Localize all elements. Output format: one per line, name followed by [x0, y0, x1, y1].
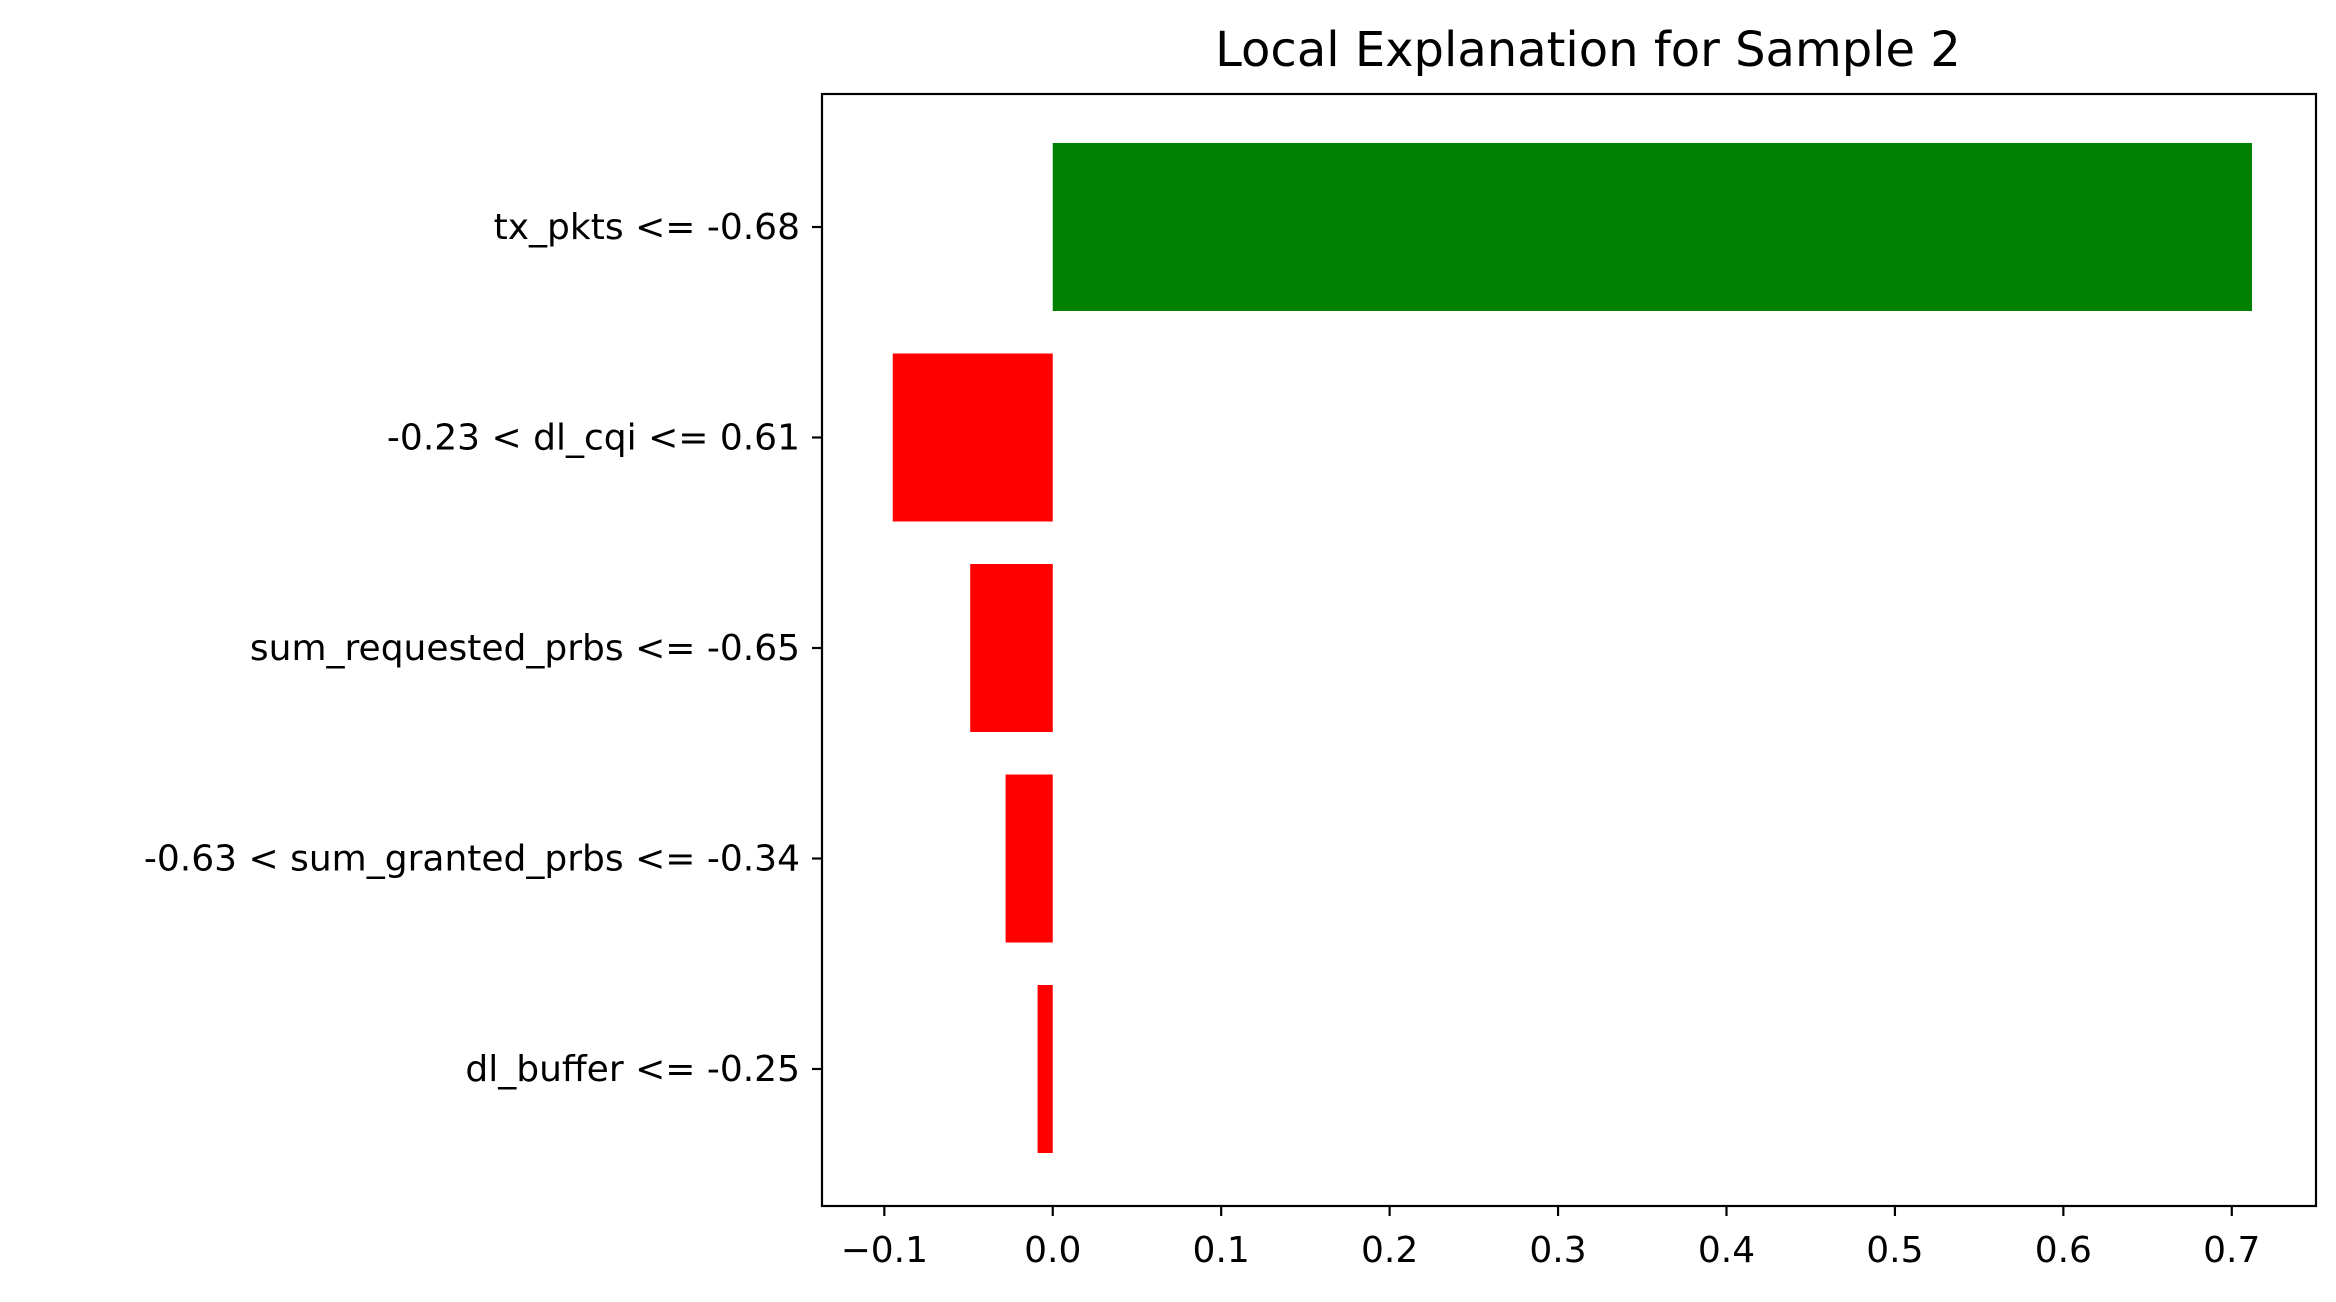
bar-4 — [1037, 985, 1053, 1153]
x-tick-label-8: 0.7 — [2203, 1230, 2260, 1271]
x-tick-label-1: 0.0 — [1024, 1230, 1081, 1271]
y-tick-label-2: sum_requested_prbs <= -0.65 — [250, 628, 800, 669]
bar-3 — [1005, 774, 1053, 943]
chart-title: Local Explanation for Sample 2 — [1215, 22, 1961, 78]
x-tick-label-4: 0.3 — [1529, 1230, 1586, 1271]
y-axis-ticks: tx_pkts <= -0.68 -0.23 < dl_cqi <= 0.61 su… — [144, 207, 822, 1090]
bars-layer — [892, 143, 2252, 1153]
x-tick-label-5: 0.4 — [1698, 1230, 1755, 1271]
plot-frame — [820, 92, 2318, 1208]
y-tick-label-0: tx_pkts <= -0.68 — [494, 207, 800, 248]
bar-1 — [892, 353, 1053, 522]
x-tick-label-6: 0.5 — [1866, 1230, 1923, 1271]
x-tick-label-0: −0.1 — [841, 1230, 928, 1271]
x-axis-ticks: −0.1 0.0 0.1 0.2 0.3 0.4 0.5 0.6 0.7 — [841, 1206, 2260, 1271]
x-tick-label-3: 0.2 — [1361, 1230, 1418, 1271]
bar-2 — [970, 564, 1053, 732]
y-tick-label-3: -0.63 < sum_granted_prbs <= -0.34 — [144, 839, 800, 880]
x-tick-label-2: 0.1 — [1193, 1230, 1250, 1271]
x-tick-label-7: 0.6 — [2035, 1230, 2092, 1271]
y-tick-label-1: -0.23 < dl_cqi <= 0.61 — [387, 418, 800, 459]
bar-0 — [1052, 143, 2252, 311]
y-tick-label-4: dl_buffer <= -0.25 — [465, 1049, 800, 1090]
